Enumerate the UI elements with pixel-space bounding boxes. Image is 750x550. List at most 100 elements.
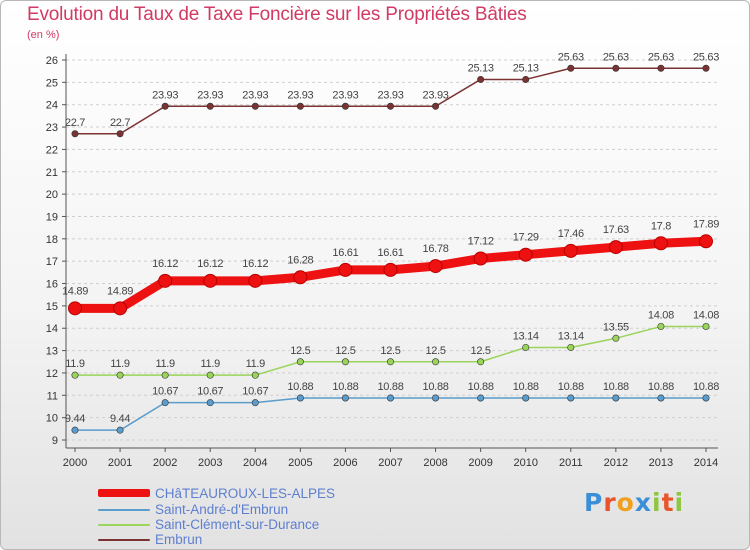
y-tick-label-15: 15 xyxy=(46,301,58,313)
data-point-saint-clement-sur-durance-2013 xyxy=(657,322,665,330)
x-tick-label-2012: 2012 xyxy=(604,457,628,469)
data-point-chateauroux-les-alpes-2011 xyxy=(563,243,578,258)
chart-title: Evolution du Taux de Taxe Foncière sur l… xyxy=(27,4,527,25)
data-label-saint-andre-d-embrun-2007: 10.88 xyxy=(377,381,403,393)
logo-letter-r: r xyxy=(603,488,617,517)
data-label-saint-clement-sur-durance-2003: 11.9 xyxy=(201,358,221,370)
data-point-embrun-2009 xyxy=(477,75,485,83)
data-point-chateauroux-les-alpes-2012 xyxy=(608,240,623,255)
legend-item-saint-andre: Saint-André-d'Embrun xyxy=(98,502,458,517)
data-label-saint-andre-d-embrun-2012: 10.88 xyxy=(603,381,629,393)
data-label-chateauroux-les-alpes-2002: 16.12 xyxy=(152,258,178,270)
x-tick-label-2014: 2014 xyxy=(694,457,718,469)
data-label-saint-clement-sur-durance-2010: 13.14 xyxy=(513,330,539,342)
data-point-chateauroux-les-alpes-2008 xyxy=(428,259,443,274)
data-label-embrun-2009: 25.13 xyxy=(468,62,494,74)
x-tick-label-2009: 2009 xyxy=(468,457,492,469)
data-label-saint-andre-d-embrun-2009: 10.88 xyxy=(468,381,494,393)
data-label-embrun-2001: 22.7 xyxy=(110,117,130,129)
data-label-saint-clement-sur-durance-2002: 11.9 xyxy=(155,358,175,370)
y-tick-label-22: 22 xyxy=(46,144,58,156)
data-label-saint-andre-d-embrun-2005: 10.88 xyxy=(287,381,313,393)
data-label-chateauroux-les-alpes-2008: 16.78 xyxy=(423,243,449,255)
data-label-chateauroux-les-alpes-2010: 17.29 xyxy=(513,232,539,244)
x-tick-label-2005: 2005 xyxy=(288,457,312,469)
legend-label-saint-clement: Saint-Clément-sur-Durance xyxy=(155,517,320,532)
data-point-saint-clement-sur-durance-2014 xyxy=(702,322,710,330)
data-point-embrun-2003 xyxy=(206,102,214,110)
data-point-embrun-2004 xyxy=(251,102,259,110)
y-tick-label-25: 25 xyxy=(46,77,58,89)
data-point-embrun-2012 xyxy=(612,64,620,72)
series-line-saint-andre-d-embrun xyxy=(74,397,707,431)
logo-letter-i: i xyxy=(652,488,662,517)
data-point-chateauroux-les-alpes-2010 xyxy=(518,247,533,262)
data-labels: 22.7 22.7 23.93 23.93 23.93 23.93 23.93 23.93 23… xyxy=(62,51,720,425)
data-point-embrun-2011 xyxy=(567,64,575,72)
data-point-chateauroux-les-alpes-2009 xyxy=(473,251,488,266)
data-point-embrun-2001 xyxy=(116,130,124,138)
data-label-chateauroux-les-alpes-2001: 14.89 xyxy=(107,285,133,297)
data-point-saint-clement-sur-durance-2004 xyxy=(251,371,259,379)
data-label-saint-andre-d-embrun-2013: 10.88 xyxy=(648,381,674,393)
x-tick-label-2013: 2013 xyxy=(649,457,673,469)
data-label-saint-clement-sur-durance-2006: 12.5 xyxy=(335,345,355,357)
x-tick-label-2001: 2001 xyxy=(108,457,132,469)
data-label-embrun-2013: 25.63 xyxy=(648,51,674,63)
y-tick-label-17: 17 xyxy=(46,256,58,268)
data-label-saint-andre-d-embrun-2011: 10.88 xyxy=(558,381,584,393)
data-point-saint-clement-sur-durance-2010 xyxy=(522,343,530,351)
data-point-saint-andre-d-embrun-2011 xyxy=(567,394,575,402)
legend-swatch-embrun xyxy=(98,539,150,541)
data-point-saint-andre-d-embrun-2014 xyxy=(702,394,710,402)
data-point-embrun-2008 xyxy=(432,102,440,110)
data-point-chateauroux-les-alpes-2006 xyxy=(338,262,353,277)
x-tick-label-2008: 2008 xyxy=(423,457,447,469)
x-tick-label-2003: 2003 xyxy=(198,457,222,469)
y-tick-label-26: 26 xyxy=(46,55,58,67)
series-saint-clement-sur-durance xyxy=(71,322,710,379)
data-point-saint-andre-d-embrun-2003 xyxy=(206,399,214,407)
data-label-saint-clement-sur-durance-2004: 11.9 xyxy=(246,358,266,370)
y-tick-label-10: 10 xyxy=(46,413,58,425)
data-point-embrun-2010 xyxy=(522,75,530,83)
y-tick-label-20: 20 xyxy=(46,189,58,201)
y-tick-label-21: 21 xyxy=(46,167,58,179)
data-label-chateauroux-les-alpes-2006: 16.61 xyxy=(332,247,358,259)
data-point-chateauroux-les-alpes-2013 xyxy=(653,236,668,251)
x-tick-label-2007: 2007 xyxy=(378,457,402,469)
data-point-saint-andre-d-embrun-2010 xyxy=(522,394,530,402)
data-label-saint-andre-d-embrun-2004: 10.67 xyxy=(242,386,268,398)
x-tick-label-2006: 2006 xyxy=(333,457,357,469)
x-tick-label-2002: 2002 xyxy=(153,457,177,469)
data-label-chateauroux-les-alpes-2012: 17.63 xyxy=(603,224,629,236)
y-tick-label-18: 18 xyxy=(46,234,58,246)
data-label-embrun-2011: 25.63 xyxy=(558,51,584,63)
data-label-embrun-2014: 25.63 xyxy=(693,51,719,63)
data-point-saint-clement-sur-durance-2009 xyxy=(477,358,485,366)
y-tick-label-9: 9 xyxy=(52,435,58,447)
data-label-saint-clement-sur-durance-2007: 12.5 xyxy=(380,345,400,357)
y-tick-label-14: 14 xyxy=(46,323,58,335)
data-point-saint-clement-sur-durance-2005 xyxy=(296,358,304,366)
data-label-chateauroux-les-alpes-2004: 16.12 xyxy=(242,258,268,270)
data-point-saint-andre-d-embrun-2009 xyxy=(477,394,485,402)
data-point-saint-clement-sur-durance-2011 xyxy=(567,343,575,351)
series-layer xyxy=(68,64,713,434)
logo-letter-t: t xyxy=(661,488,675,517)
data-point-saint-andre-d-embrun-2007 xyxy=(386,394,394,402)
legend-swatch-saint-clement xyxy=(98,524,150,526)
legend-label-saint-andre: Saint-André-d'Embrun xyxy=(155,502,289,517)
data-label-saint-clement-sur-durance-2009: 12.5 xyxy=(471,345,491,357)
data-label-saint-andre-d-embrun-2003: 10.67 xyxy=(197,386,223,398)
logo-letter-x: x xyxy=(634,488,652,517)
y-tick-label-23: 23 xyxy=(46,122,58,134)
data-label-saint-clement-sur-durance-2012: 13.55 xyxy=(603,321,629,333)
data-label-saint-andre-d-embrun-2006: 10.88 xyxy=(332,381,358,393)
legend-swatch-saint-andre xyxy=(98,509,150,511)
data-point-saint-andre-d-embrun-2004 xyxy=(251,399,259,407)
data-point-saint-clement-sur-durance-2002 xyxy=(161,371,169,379)
data-point-saint-andre-d-embrun-2005 xyxy=(296,394,304,402)
data-label-embrun-2010: 25.13 xyxy=(513,62,539,74)
